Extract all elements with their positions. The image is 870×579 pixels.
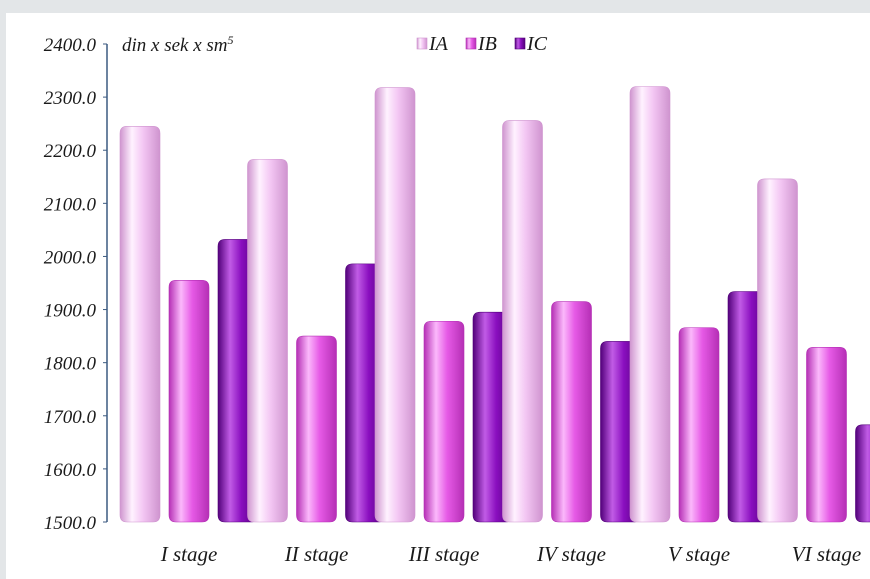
x-tick-label: IV stage <box>536 542 606 566</box>
x-tick-label: III stage <box>408 542 480 566</box>
bar-ia-iii-stage <box>374 87 416 523</box>
x-axis-labels: I stage II stage III stage IV stage V stage V… <box>160 542 861 566</box>
y-tick-label: 1500.0 <box>44 513 97 534</box>
bar-ib-vi-stage <box>806 346 847 523</box>
legend-label-ia: IA <box>428 33 449 55</box>
x-tick-label: VI stage <box>792 542 861 566</box>
legend-label-ib: IB <box>477 33 497 55</box>
bar-ib-v-stage <box>678 327 720 523</box>
y-tick-label: 1800.0 <box>44 354 97 375</box>
bar-ib-ii-stage <box>296 335 337 523</box>
legend-swatch-ib <box>465 37 477 50</box>
bar-ia-iv-stage <box>502 120 543 523</box>
legend: IA IB IC <box>416 33 548 55</box>
bar-ia-ii-stage <box>247 158 288 523</box>
y-tick-label: 2300.0 <box>44 88 97 109</box>
bar-ib-iv-stage <box>551 301 592 523</box>
bar-ia-i-stage <box>119 126 161 523</box>
y-axis-ticks: 1500.0 1600.0 1700.0 1800.0 1900.0 2000.0 2100… <box>44 35 107 534</box>
bar-ic-vi-stage <box>855 424 870 523</box>
unit-label-text: din x sek x sm <box>122 35 228 56</box>
x-tick-label: I stage <box>160 542 218 566</box>
bar-ia-v-stage <box>629 86 671 523</box>
y-tick-label: 2000.0 <box>44 247 97 268</box>
y-tick-label: 2200.0 <box>44 141 97 162</box>
y-tick-label: 2400.0 <box>44 35 97 56</box>
x-tick-label: V stage <box>668 542 730 566</box>
bar-ib-iii-stage <box>423 320 465 523</box>
y-tick-label: 1600.0 <box>44 460 97 481</box>
legend-swatch-ic <box>514 37 526 50</box>
y-tick-label: 1700.0 <box>44 407 97 428</box>
legend-label-ic: IC <box>526 33 548 55</box>
unit-label-superscript: 5 <box>228 33 234 47</box>
legend-swatch-ia <box>416 37 428 50</box>
x-tick-label: II stage <box>284 542 349 566</box>
bar-ib-i-stage <box>168 280 210 523</box>
y-tick-label: 1900.0 <box>44 301 97 322</box>
bars <box>119 86 870 523</box>
unit-label: din x sek x sm5 <box>122 33 234 56</box>
y-tick-label: 2100.0 <box>44 194 97 215</box>
bar-ia-vi-stage <box>757 178 798 523</box>
